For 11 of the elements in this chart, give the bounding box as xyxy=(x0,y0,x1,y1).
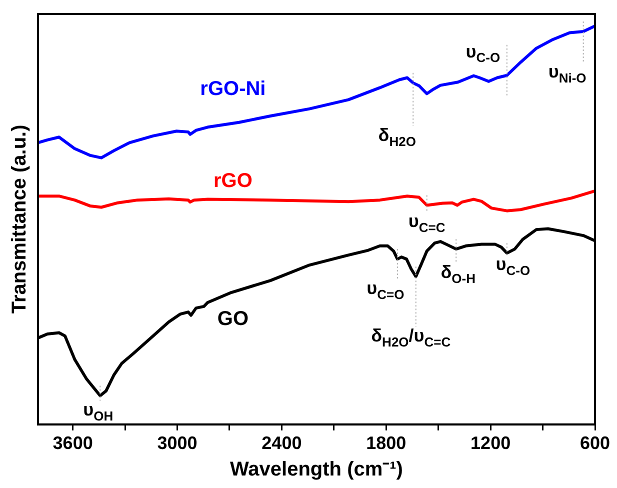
x-tick-label: 2400 xyxy=(262,433,302,454)
series-label: rGO-Ni xyxy=(200,78,266,100)
x-axis-title: Wavelength (cm⁻¹) xyxy=(230,458,403,481)
x-tick-label: 1800 xyxy=(366,433,406,454)
series-label: rGO xyxy=(213,170,252,192)
x-tick-label: 600 xyxy=(580,433,610,454)
x-tick-label: 1200 xyxy=(470,433,511,454)
x-tick-label: 3000 xyxy=(157,433,198,454)
series-label: GO xyxy=(217,308,249,330)
y-axis-title: Transmittance (a.u.) xyxy=(8,124,31,314)
x-tick-label: 3600 xyxy=(52,433,93,454)
